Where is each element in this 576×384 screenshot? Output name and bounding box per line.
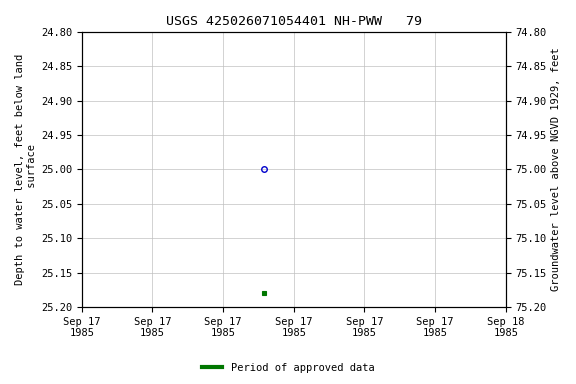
Y-axis label: Depth to water level, feet below land
 surface: Depth to water level, feet below land su… (15, 54, 37, 285)
Y-axis label: Groundwater level above NGVD 1929, feet: Groundwater level above NGVD 1929, feet (551, 48, 561, 291)
Legend: Period of approved data: Period of approved data (198, 359, 378, 377)
Title: USGS 425026071054401 NH-PWW   79: USGS 425026071054401 NH-PWW 79 (166, 15, 422, 28)
